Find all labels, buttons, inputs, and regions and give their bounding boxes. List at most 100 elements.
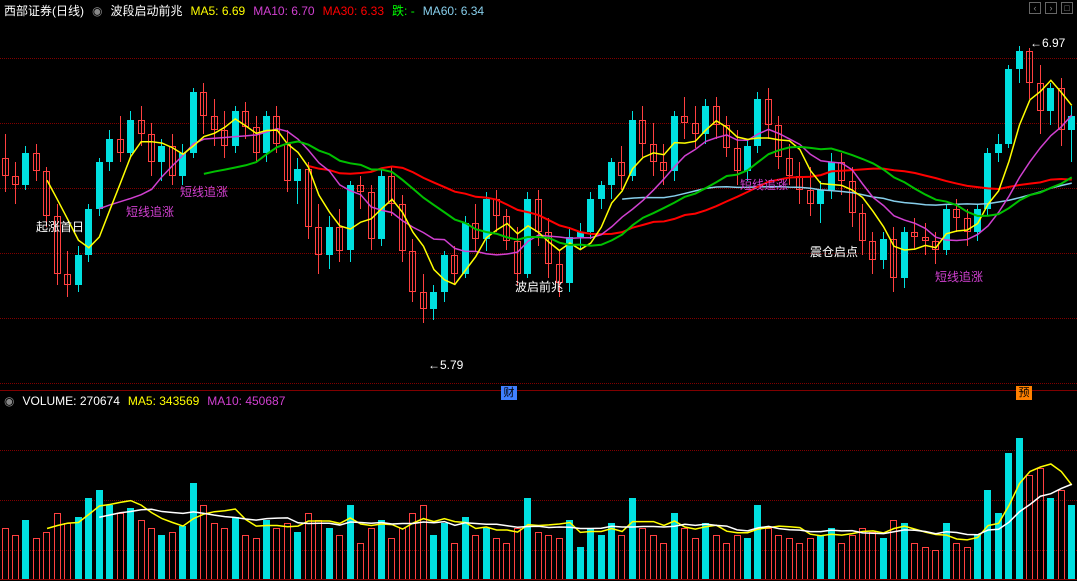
price-label: ←6.97 <box>1030 36 1065 50</box>
volume-bar <box>608 523 615 580</box>
volume-bar <box>326 528 333 581</box>
volume-bar <box>744 538 751 580</box>
volume-bar <box>54 513 61 581</box>
volume-bar <box>117 513 124 581</box>
volume-bar <box>221 528 228 581</box>
volume-bar <box>483 528 490 581</box>
volume-bar <box>629 498 636 581</box>
chart-annotation: 波启前兆 <box>515 278 563 295</box>
volume-bar <box>503 543 510 581</box>
volume-bar <box>713 535 720 580</box>
volume-bar <box>232 517 239 580</box>
volume-bar <box>587 528 594 581</box>
volume-bar <box>660 543 667 581</box>
ma5-label: MA5: 6.69 <box>191 4 246 18</box>
volume-bar <box>294 532 301 580</box>
volume-bar <box>545 535 552 580</box>
volume-bar <box>974 535 981 580</box>
volume-bar <box>566 520 573 580</box>
volume-bar <box>618 535 625 580</box>
chart-annotation: 短线追涨 <box>740 176 788 193</box>
volume-bar <box>922 547 929 580</box>
stock-name: 西部证券(日线) <box>4 2 84 19</box>
volume-bar <box>211 523 218 580</box>
volume-bar <box>869 532 876 580</box>
indicator-name: 波段启动前兆 <box>110 2 182 19</box>
volume-bar <box>702 523 709 580</box>
volume-bar <box>692 538 699 580</box>
volume-bar <box>263 520 270 580</box>
chart-annotation: 短线追涨 <box>180 183 228 200</box>
volume-bar <box>127 508 134 580</box>
volume-bar <box>775 535 782 580</box>
volume-bar <box>493 538 500 580</box>
volume-bar <box>943 523 950 580</box>
chart-annotation: 起涨首日 <box>36 218 84 235</box>
price-chart[interactable]: 起涨首日短线追涨短线追涨波启前兆短线追涨震仓启点短线追涨←6.97←5.79财预 <box>0 18 1077 390</box>
volume-bar <box>347 505 354 580</box>
volume-bar <box>85 498 92 581</box>
volume-bar <box>315 520 322 580</box>
trend-label: 跌: - <box>392 2 415 19</box>
settings-icon[interactable]: □ <box>1061 2 1073 14</box>
volume-bar <box>1026 475 1033 580</box>
volume-bar <box>336 535 343 580</box>
volume-bar <box>148 528 155 581</box>
minimize-icon[interactable]: ‹ <box>1029 2 1041 14</box>
volume-bar <box>1016 438 1023 581</box>
volume-bar <box>577 547 584 580</box>
volume-bar <box>357 543 364 581</box>
chevron-down-icon[interactable]: ◉ <box>4 394 14 408</box>
chart-tag[interactable]: 预 <box>1016 386 1032 400</box>
volume-bar <box>650 535 657 580</box>
volume-bar <box>200 505 207 580</box>
volume-bar <box>368 528 375 581</box>
corner-controls: ‹ › □ <box>1029 2 1073 14</box>
maximize-icon[interactable]: › <box>1045 2 1057 14</box>
volume-bar <box>524 498 531 581</box>
vol-ma5-label: MA5: 343569 <box>128 394 199 408</box>
volume-bar <box>984 490 991 580</box>
chart-annotation: 短线追涨 <box>126 203 174 220</box>
main-chart-header: 西部证券(日线) ◉ 波段启动前兆 MA5: 6.69 MA10: 6.70 M… <box>4 2 484 19</box>
volume-bar <box>964 547 971 580</box>
volume-bar <box>535 532 542 580</box>
volume-bar <box>953 543 960 581</box>
panel-divider <box>0 390 1077 391</box>
volume-bar <box>880 538 887 580</box>
volume-chart[interactable] <box>0 410 1077 580</box>
volume-bar <box>33 538 40 580</box>
bottom-border <box>0 579 1077 580</box>
volume-bar <box>1047 498 1054 581</box>
volume-bar <box>169 532 176 580</box>
volume-bar <box>409 513 416 581</box>
volume-bar <box>43 532 50 580</box>
volume-bar <box>995 513 1002 581</box>
chevron-down-icon[interactable]: ◉ <box>92 4 102 18</box>
volume-bar <box>796 543 803 581</box>
volume-bar <box>598 535 605 580</box>
volume-bar <box>420 505 427 580</box>
volume-bar <box>158 535 165 580</box>
volume-bar <box>472 535 479 580</box>
volume-bar <box>890 520 897 580</box>
volume-bar <box>838 543 845 581</box>
volume-bar <box>901 523 908 580</box>
volume-bar <box>253 538 260 580</box>
volume-bar <box>462 517 469 580</box>
volume-chart-header: ◉ VOLUME: 270674 MA5: 343569 MA10: 45068… <box>4 394 285 408</box>
chart-tag[interactable]: 财 <box>501 386 517 400</box>
volume-bar <box>179 526 186 580</box>
volume-bar <box>1005 453 1012 581</box>
volume-bar <box>2 528 9 581</box>
volume-label: VOLUME: 270674 <box>22 394 119 408</box>
volume-bar <box>807 538 814 580</box>
volume-bar <box>284 523 291 580</box>
volume-bar <box>138 520 145 580</box>
volume-bar <box>932 550 939 580</box>
chart-annotation: 短线追涨 <box>935 268 983 285</box>
volume-bar <box>754 505 761 580</box>
volume-bar <box>828 528 835 581</box>
volume-bar <box>734 535 741 580</box>
volume-bar <box>723 543 730 581</box>
